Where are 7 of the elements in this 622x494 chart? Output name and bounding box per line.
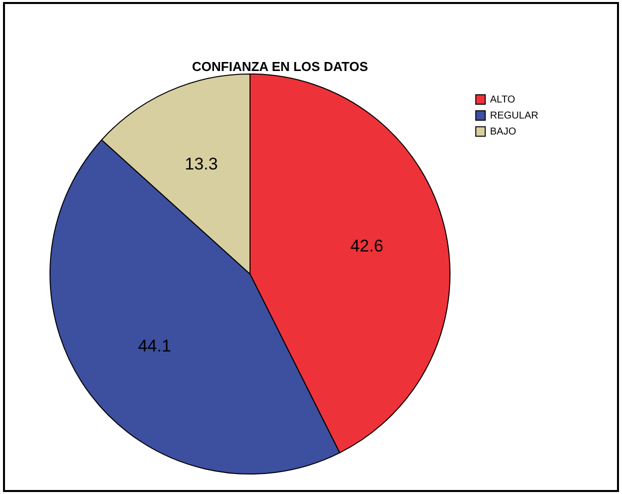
data-label: 42.6: [350, 236, 384, 256]
data-label: 13.3: [184, 154, 218, 174]
legend-label: BAJO: [490, 126, 516, 138]
legend-label: REGULAR: [490, 110, 538, 122]
legend-label: ALTO: [490, 94, 516, 106]
data-label: 44.1: [138, 336, 172, 356]
chart-title: CONFIANZA EN LOS DATOS: [192, 59, 368, 74]
